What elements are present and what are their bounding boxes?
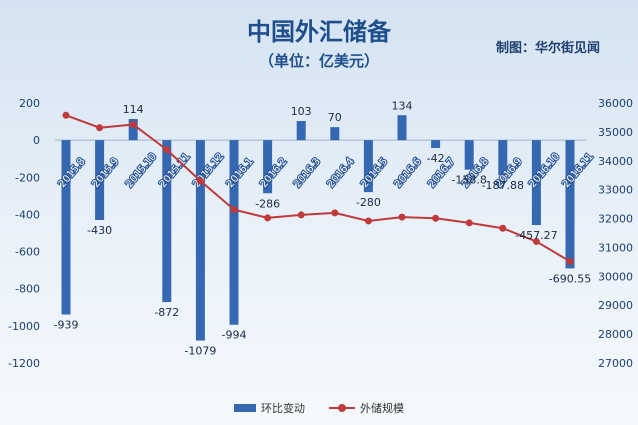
bar [229, 140, 239, 325]
y-left-tick-label: 200 [19, 97, 40, 110]
line-point [331, 209, 339, 217]
line-point [62, 111, 70, 119]
y-right-tick-label: 27000 [598, 357, 633, 370]
bar-value-label: -286 [255, 197, 280, 210]
line-point [96, 124, 104, 132]
x-tick-label: 2016.3 [292, 156, 323, 190]
x-tick-label: 2016.4 [326, 156, 357, 190]
bar [498, 140, 508, 176]
y-left-tick-label: -800 [15, 283, 40, 296]
line-point [532, 237, 540, 245]
bar-value-label: -690.55 [549, 272, 591, 285]
bar [263, 140, 273, 194]
line-point [264, 214, 272, 222]
legend-label-line: 外储规模 [360, 402, 404, 415]
bar [397, 115, 407, 141]
bar-value-label: -939 [54, 319, 79, 332]
y-left-tick-label: -600 [15, 246, 40, 259]
y-right-tick-label: 29000 [598, 299, 633, 312]
y-right-tick-label: 28000 [598, 328, 633, 341]
bar [531, 140, 541, 226]
bar [431, 140, 441, 148]
line-point [398, 213, 406, 221]
legend-swatch-bars [234, 404, 256, 412]
bar-value-label: 134 [392, 99, 413, 112]
line-point [432, 214, 440, 222]
y-left-tick-label: -1200 [8, 357, 40, 370]
y-left-tick-label: -400 [15, 208, 40, 221]
bar [464, 140, 474, 170]
bar-value-label: -187.88 [482, 179, 524, 192]
bar [565, 140, 575, 269]
bar [61, 140, 71, 315]
chart-subtitle: （单位：亿美元） [258, 52, 379, 70]
bar-value-label: 70 [328, 111, 342, 124]
chart-title: 中国外汇储备 [247, 18, 391, 46]
line-point [499, 224, 507, 232]
bar-value-label: -280 [356, 196, 381, 209]
bar-value-label: -42 [427, 152, 445, 165]
line-point [364, 217, 372, 225]
bar-value-label: -158.8 [451, 174, 486, 187]
legend-label-bars: 环比变动 [261, 402, 305, 415]
line-point [163, 146, 171, 154]
bar [296, 121, 306, 141]
bar [162, 140, 172, 303]
bar-value-label: 114 [123, 103, 144, 116]
y-right-tick-label: 33000 [598, 184, 633, 197]
x-tick-label: 2016.6 [393, 156, 424, 190]
bar [363, 140, 373, 193]
bar [95, 140, 105, 220]
bar [330, 127, 340, 141]
line-point [129, 121, 137, 129]
bar-value-label: -430 [87, 224, 112, 237]
x-tick-label: 2015.10 [124, 151, 159, 190]
line-series-path [65, 114, 571, 263]
bar [128, 118, 138, 141]
y-right-tick-label: 30000 [598, 270, 633, 283]
legend-item-bars: 环比变动 [234, 400, 305, 416]
line-point [465, 219, 473, 227]
legend-item-line: 外储规模 [329, 400, 404, 416]
y-right-tick-label: 32000 [598, 213, 633, 226]
y-left-tick-label: -200 [15, 171, 40, 184]
bar-value-label: -994 [222, 329, 247, 342]
y-left-tick-label: -1000 [8, 320, 40, 333]
line-point [196, 177, 204, 185]
y-left-tick-label: 0 [33, 134, 40, 147]
legend-swatch-line [329, 404, 355, 412]
line-point [230, 206, 238, 214]
bar-value-label: -1079 [184, 345, 216, 358]
line-point [566, 257, 574, 265]
line-point [297, 211, 305, 219]
y-right-tick-label: 31000 [598, 241, 633, 254]
bar-value-label: -457.27 [515, 229, 557, 242]
chart-source: 制图：华尔街见闻 [495, 41, 600, 56]
y-right-tick-label: 35000 [598, 126, 633, 139]
bar [195, 140, 205, 341]
bar-value-label: 103 [291, 105, 312, 118]
y-right-tick-label: 34000 [598, 155, 633, 168]
chart-legend: 环比变动 外储规模 [0, 400, 638, 416]
bar-value-label: -872 [154, 306, 179, 319]
y-right-tick-label: 36000 [598, 97, 633, 110]
